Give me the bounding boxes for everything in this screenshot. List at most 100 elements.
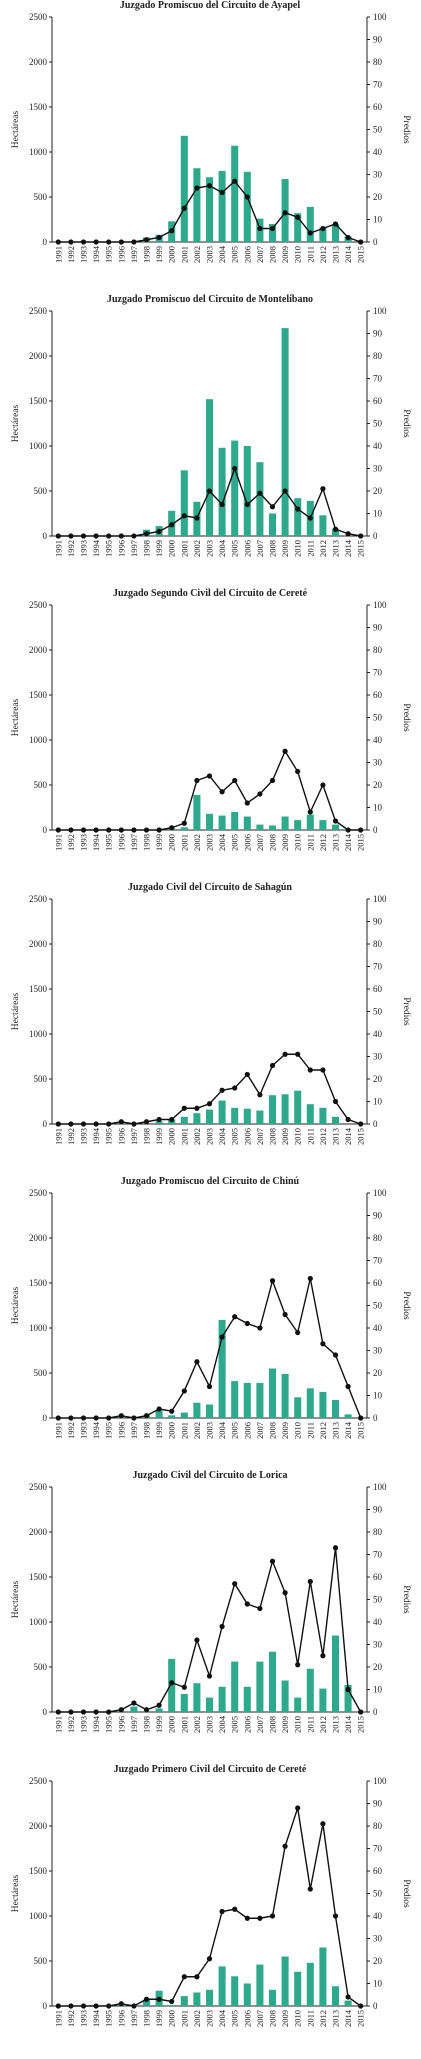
- line-point: [156, 827, 162, 833]
- line-point: [358, 533, 364, 539]
- y-tick-label: 2500: [29, 1482, 48, 1492]
- line-point: [80, 1709, 87, 1715]
- y-tick-label: 2000: [29, 1233, 48, 1243]
- y-tick-label: 2500: [29, 12, 48, 22]
- line-point: [345, 531, 351, 537]
- x-tick-label: 1994: [91, 245, 101, 263]
- y-tick-label: 500: [34, 192, 48, 202]
- bar: [281, 1680, 289, 1712]
- x-tick-label: 2012: [318, 834, 328, 851]
- x-tick-label: 2002: [192, 246, 202, 263]
- bar: [344, 2000, 352, 2006]
- line-point: [345, 1116, 351, 1123]
- bar: [294, 1090, 302, 1124]
- bar: [243, 1686, 251, 1712]
- chart-svg: Juzgado Primero Civil del Circuito de Ce…: [11, 1764, 411, 2027]
- line-point: [320, 1653, 326, 1659]
- y-tick-label: 1000: [29, 1323, 48, 1333]
- line-point: [257, 1325, 263, 1331]
- bar: [180, 1996, 188, 2006]
- x-tick-label: 2014: [343, 245, 353, 263]
- bar: [218, 1100, 226, 1124]
- y2-tick-label: 0: [373, 2001, 378, 2011]
- line-point: [282, 1590, 288, 1596]
- y-tick-label: 2500: [29, 894, 48, 904]
- bar: [294, 1697, 302, 1712]
- line-point: [118, 1413, 124, 1419]
- x-tick-label: 2000: [167, 1422, 177, 1439]
- y-tick-label: 1500: [29, 690, 48, 700]
- bar: [281, 1373, 289, 1418]
- line-point: [332, 818, 339, 824]
- line-point: [93, 239, 99, 245]
- line-point: [156, 1116, 162, 1123]
- line-point: [131, 1121, 137, 1127]
- x-tick-label: 2007: [255, 834, 265, 851]
- line-point: [93, 1121, 99, 1127]
- chart-title: Juzgado Segundo Civil del Circuito de Ce…: [113, 588, 308, 599]
- line-point: [156, 1702, 162, 1708]
- bar: [243, 1108, 251, 1124]
- x-tick-label: 2003: [205, 2010, 215, 2027]
- line-point: [80, 1121, 87, 1127]
- y2-tick-label: 50: [373, 125, 383, 135]
- chart-panel: Juzgado Promiscuo del Circuito de Chinú 0…: [0, 1176, 421, 1470]
- bar: [306, 1668, 314, 1712]
- y-axis-label: Hectáreas: [11, 1874, 21, 1912]
- x-tick-label: 2005: [230, 834, 240, 851]
- x-tick-label: 1995: [104, 2010, 114, 2027]
- chart-title: Juzgado Promiscuo del Circuito de Ayapel: [120, 0, 301, 11]
- bar: [130, 1706, 138, 1712]
- x-tick-label: 2005: [230, 2010, 240, 2027]
- y2-tick-label: 80: [373, 351, 383, 361]
- line-point: [282, 1311, 288, 1318]
- chart-title: Juzgado Primero Civil del Circuito de Ce…: [114, 1764, 307, 1775]
- line-point: [181, 820, 187, 826]
- x-tick-label: 1993: [79, 2010, 89, 2027]
- line-point: [257, 490, 263, 496]
- line-point: [232, 1906, 238, 1912]
- x-tick-label: 2000: [167, 2010, 177, 2027]
- bar: [180, 1116, 188, 1124]
- y2-tick-label: 40: [373, 441, 383, 451]
- line-point: [169, 228, 175, 234]
- x-tick-label: 2002: [192, 540, 202, 557]
- y2-tick-label: 60: [373, 102, 383, 112]
- y2-tick-label: 80: [373, 1821, 383, 1831]
- line-point: [232, 1581, 238, 1587]
- line-point: [55, 2003, 61, 2009]
- x-tick-label: 2012: [318, 1128, 328, 1145]
- chart-title: Juzgado Promiscuo del Circuito de Montel…: [107, 294, 313, 305]
- line-point: [320, 1067, 326, 1073]
- x-tick-label: 2006: [242, 1422, 252, 1439]
- line-point: [295, 1329, 301, 1336]
- x-tick-label: 1991: [53, 540, 63, 557]
- line-point: [295, 1051, 301, 1057]
- line-point: [232, 465, 238, 472]
- y2-tick-label: 10: [373, 1685, 383, 1695]
- y2-tick-label: 20: [373, 486, 383, 496]
- y-tick-label: 2000: [29, 645, 48, 655]
- x-tick-label: 2010: [293, 2010, 303, 2027]
- chart-panel: Juzgado Promiscuo del Circuito de Montel…: [0, 294, 421, 588]
- y2-tick-label: 100: [373, 1776, 387, 1786]
- y2-tick-label: 0: [373, 531, 378, 541]
- x-tick-label: 1994: [91, 833, 101, 851]
- x-tick-label: 2013: [331, 834, 341, 851]
- y2-tick-label: 80: [373, 645, 383, 655]
- x-tick-label: 1996: [116, 246, 126, 263]
- line-point: [307, 515, 313, 521]
- bar: [168, 1658, 176, 1712]
- y-tick-label: 1500: [29, 1278, 48, 1288]
- line-point: [244, 194, 250, 200]
- x-tick-label: 2000: [167, 1716, 177, 1733]
- y-tick-label: 0: [43, 1707, 48, 1717]
- bar: [155, 1121, 163, 1124]
- line-point: [345, 234, 351, 241]
- line-point: [181, 1974, 187, 1980]
- x-tick-label: 2011: [305, 834, 315, 851]
- bar: [306, 206, 314, 242]
- line-point: [345, 1686, 351, 1693]
- y2-tick-label: 30: [373, 758, 383, 768]
